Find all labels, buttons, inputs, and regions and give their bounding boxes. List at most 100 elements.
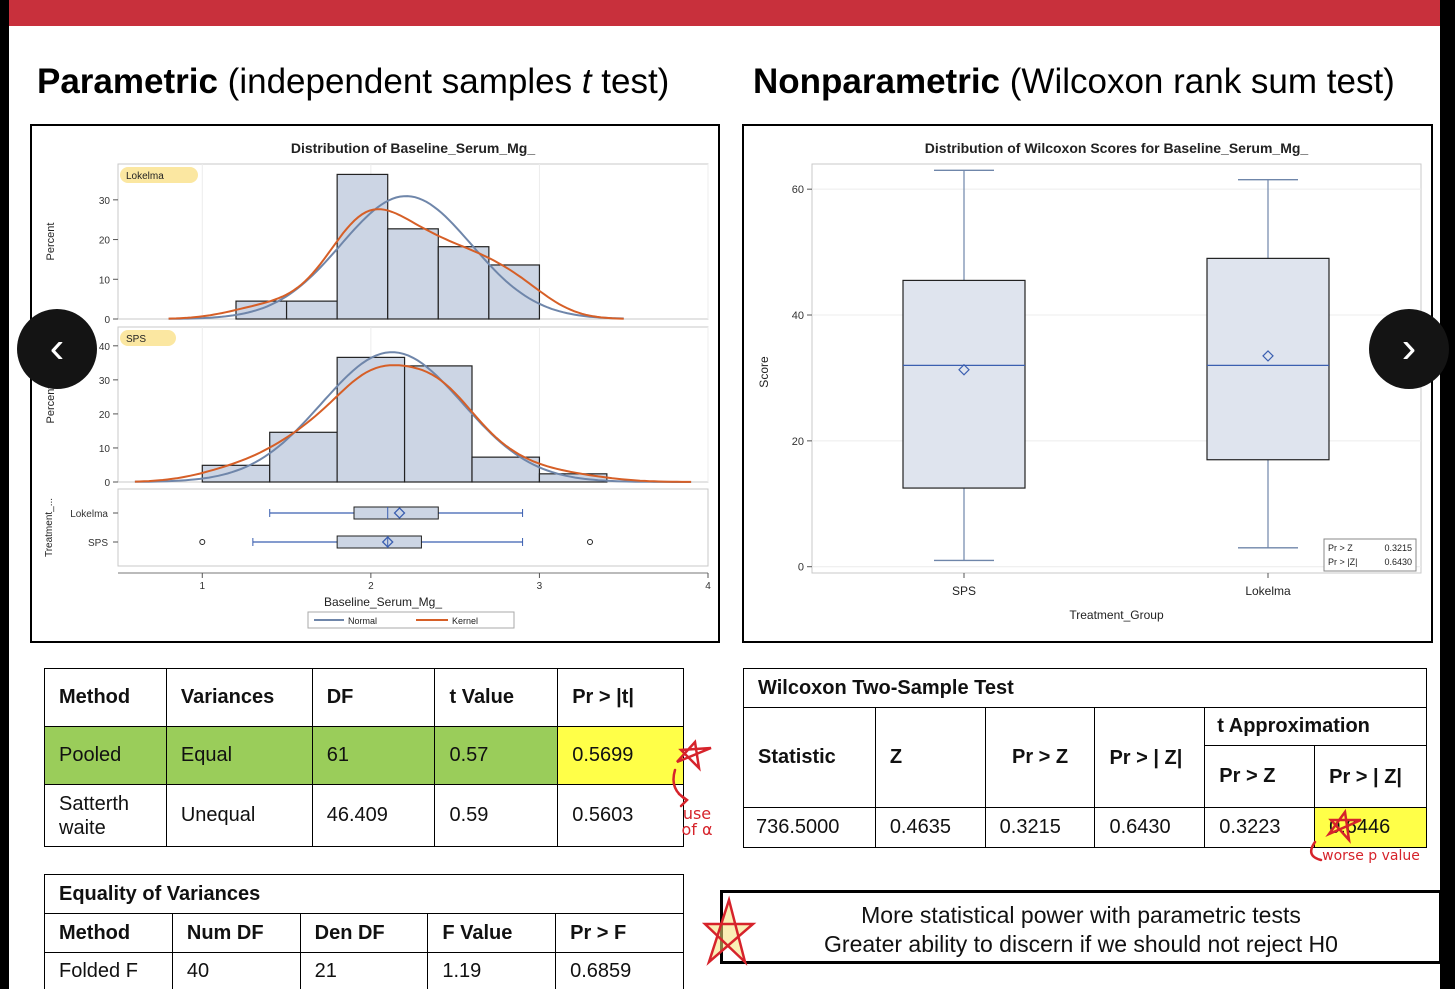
equality-header: Method <box>44 913 173 953</box>
parametric-heading: Parametric (independent samples t test) <box>37 62 670 101</box>
y-tick-label: 20 <box>792 436 804 448</box>
equality-cell: 40 <box>171 952 301 989</box>
y-tick-label: 40 <box>99 342 111 353</box>
box-mean-marker <box>958 363 970 376</box>
histogram-bar <box>387 228 439 320</box>
arrow-curve-icon <box>1309 840 1323 862</box>
histogram-figure: Distribution of Baseline_Serum_Mg_ 0 10 20 3… <box>30 124 720 643</box>
star-mark-icon <box>676 739 712 772</box>
x-tick-label: 3 <box>537 581 543 592</box>
histogram-chart: Distribution of Baseline_Serum_Mg_010203… <box>44 140 711 629</box>
ttest-cell: Unequal <box>165 784 313 847</box>
y-tick-label: 30 <box>99 376 111 387</box>
note-line-1: More statistical power with parametric t… <box>861 902 1301 928</box>
chart-title: Distribution of Baseline_Serum_Mg_ <box>291 140 535 156</box>
x-axis-label: Baseline_Serum_Mg_ <box>324 595 442 609</box>
chevron-right-icon: › <box>1401 323 1417 372</box>
ttest-cell: Equal <box>165 726 313 785</box>
boxplot-frame <box>117 488 709 567</box>
boxplot-outlier <box>199 539 206 545</box>
inset-label: Pr > |Z| <box>1328 557 1357 567</box>
ttest-header-df: DF <box>311 668 436 727</box>
equality-cell: Folded F <box>44 952 173 989</box>
normal-curve <box>168 195 624 320</box>
box-body <box>902 279 1026 489</box>
wilcoxon-title-row: Wilcoxon Two-Sample Test <box>743 668 1427 708</box>
kernel-curve <box>168 208 624 320</box>
inset-frame <box>1323 538 1417 572</box>
wilcoxon-cell: 0.6430 <box>1094 807 1206 848</box>
wilcoxon-table: Wilcoxon Two-Sample Test Statistic Z Pr … <box>743 668 1427 848</box>
panel-label-highlight <box>120 167 198 183</box>
histogram-bar <box>403 365 473 483</box>
y-tick-label: 20 <box>99 410 111 421</box>
boxplot-category-label: Lokelma <box>70 509 108 520</box>
equality-header: Num DF <box>171 913 301 953</box>
panel-label-highlight <box>120 330 176 346</box>
previous-slide-button[interactable]: ‹ <box>17 309 97 389</box>
legend-kernel-label: Kernel <box>452 616 478 626</box>
kernel-curve <box>134 364 692 483</box>
wilcoxon-cell: 736.5000 <box>743 807 876 848</box>
ttest-cell-highlighted-p: 0.5699 <box>557 726 684 785</box>
equality-header-row: Method Num DF Den DF F Value Pr > F <box>44 913 684 953</box>
equality-title-row: Equality of Variances <box>44 874 684 914</box>
wilcoxon-header: Statistic <box>743 707 876 808</box>
boxplot-axis-label: Treatment_... <box>44 498 55 557</box>
ttest-row-satterthwaite: Satterth waite Unequal 46.409 0.59 0.560… <box>44 784 684 847</box>
chevron-left-icon: ‹ <box>49 323 65 372</box>
star-mark-icon <box>1325 808 1362 844</box>
y-tick-label: 30 <box>99 196 111 207</box>
x-category-label: Lokelma <box>1245 584 1291 598</box>
equality-header: Pr > F <box>555 913 684 953</box>
worse-p-annotation: worse p value <box>1322 848 1420 864</box>
ttest-header-method: Method <box>44 668 167 727</box>
boxplot-box <box>336 535 422 549</box>
y-tick-label: 40 <box>792 310 804 322</box>
y-axis-label: Percent <box>45 223 57 261</box>
wilcoxon-cell: 0.3215 <box>984 807 1096 848</box>
equality-cell: 1.19 <box>427 952 557 989</box>
boxplot-mean-marker <box>393 507 406 519</box>
wilcoxon-header: Pr > Z <box>1204 745 1316 808</box>
ttest-cell: 46.409 <box>311 784 436 847</box>
equality-cell: 0.6859 <box>555 952 684 989</box>
inset-value: 0.3215 <box>1384 543 1412 553</box>
x-tick-label: 4 <box>705 581 711 592</box>
note-line-2: Greater ability to discern if we should … <box>824 931 1338 957</box>
wilcoxon-group-row: Statistic Z Pr > Z Pr > | Z| t Approxima… <box>743 707 1427 808</box>
boxplot-mean-marker <box>381 536 394 548</box>
y-tick-label: 10 <box>99 444 111 455</box>
x-tick-label: 1 <box>200 581 206 592</box>
x-axis-label: Treatment_Group <box>1069 608 1164 622</box>
ttest-cell: Pooled <box>44 726 167 785</box>
y-tick-label: 0 <box>104 478 110 489</box>
boxplot-box <box>353 506 439 520</box>
y-tick-label: 0 <box>104 315 110 326</box>
ttest-cell: Satterth waite <box>44 784 167 847</box>
slide: Parametric (independent samples t test) … <box>9 0 1440 989</box>
y-tick-label: 60 <box>792 184 804 196</box>
arrow-curve-icon <box>672 768 689 808</box>
legend-frame <box>307 611 515 629</box>
wilcoxon-subheader-row: Pr > Z Pr > | Z| <box>744 745 1427 808</box>
wilcoxon-cell: 0.3223 <box>1204 807 1316 848</box>
wilcoxon-t-approximation: t Approximation <box>1204 707 1427 746</box>
next-slide-button[interactable]: › <box>1369 309 1449 389</box>
use-alpha-annotation: use of α <box>681 804 713 839</box>
ttest-cell: 0.5603 <box>557 784 684 847</box>
star-mark-icon <box>701 895 757 966</box>
y-axis-label: Score <box>757 356 771 388</box>
equality-title: Equality of Variances <box>44 874 684 914</box>
box-mean-marker <box>1262 350 1274 362</box>
equality-cell: 21 <box>299 952 429 989</box>
ttest-cell: 0.59 <box>434 784 559 847</box>
wilcoxon-cell: 0.4635 <box>874 807 986 848</box>
chart-title: Distribution of Wilcoxon Scores for Base… <box>925 140 1309 156</box>
nonparametric-heading: Nonparametric (Wilcoxon rank sum test) <box>753 62 1395 101</box>
wilcoxon-header: Pr > Z <box>984 707 1096 808</box>
ink-layer <box>672 739 1362 966</box>
ttest-header-p: Pr > |t| <box>557 668 684 727</box>
y-tick-label: 10 <box>99 275 111 286</box>
normal-curve <box>134 351 692 483</box>
